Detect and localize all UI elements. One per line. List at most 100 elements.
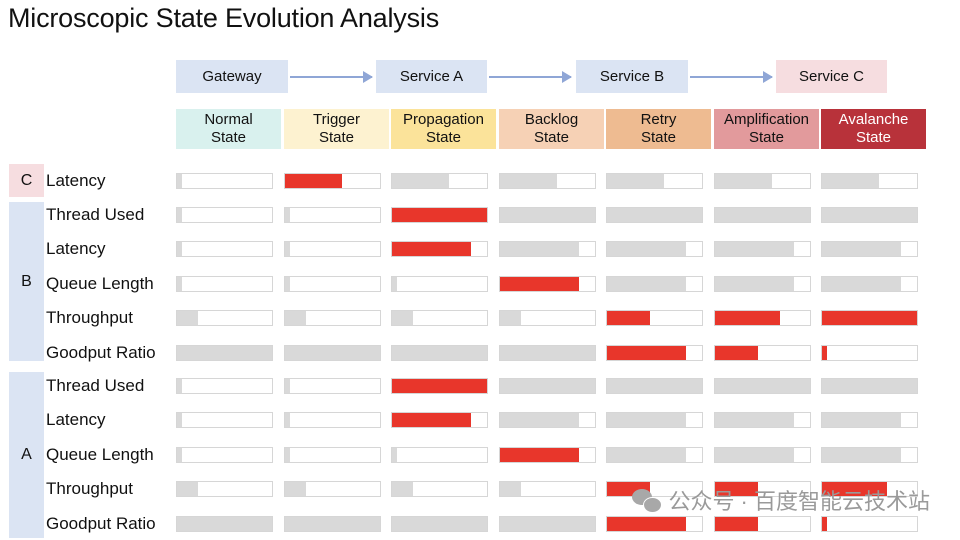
level-bar xyxy=(177,174,182,188)
group-c-label: C xyxy=(9,164,44,197)
service-c: Service C xyxy=(776,60,887,93)
level-bar xyxy=(500,346,595,360)
metric-cell xyxy=(821,207,918,223)
metric-cell xyxy=(284,276,381,292)
level-bar xyxy=(285,346,380,360)
metric-cell xyxy=(606,173,703,189)
level-bar xyxy=(177,208,182,222)
level-bar-alert xyxy=(822,311,917,325)
state-name: Normal xyxy=(204,111,253,128)
metric-cell xyxy=(176,447,273,463)
metric-cell xyxy=(284,173,381,189)
flow-arrow xyxy=(489,71,572,83)
level-bar xyxy=(177,517,272,531)
metric-cell xyxy=(606,516,703,532)
metric-cell xyxy=(499,345,596,361)
metric-cell xyxy=(176,207,273,223)
metric-cell xyxy=(606,378,703,394)
level-bar xyxy=(285,242,290,256)
metric-label: Queue Length xyxy=(46,445,154,464)
metric-cell xyxy=(714,481,811,497)
state-suffix: State xyxy=(855,129,892,146)
metric-cell xyxy=(821,481,918,497)
state-header: Avalanche State xyxy=(821,109,926,149)
level-bar xyxy=(392,517,487,531)
service-b: Service B xyxy=(576,60,688,93)
metric-cell xyxy=(606,241,703,257)
level-bar xyxy=(177,379,182,393)
metric-cell xyxy=(714,516,811,532)
level-bar xyxy=(500,482,521,496)
level-bar xyxy=(285,208,290,222)
metric-cell xyxy=(821,345,918,361)
service-gateway: Gateway xyxy=(176,60,288,93)
state-name: Backlog xyxy=(524,111,579,128)
metric-cell xyxy=(499,447,596,463)
level-bar xyxy=(177,311,198,325)
level-bar xyxy=(715,242,794,256)
level-bar xyxy=(392,174,449,188)
level-bar xyxy=(607,208,702,222)
metric-cell xyxy=(176,310,273,326)
level-bar xyxy=(822,174,879,188)
metric-cell xyxy=(821,241,918,257)
metric-cell xyxy=(714,173,811,189)
level-bar xyxy=(607,413,686,427)
level-bar-alert xyxy=(392,208,487,222)
metric-cell xyxy=(821,310,918,326)
level-bar xyxy=(285,379,290,393)
level-bar-alert xyxy=(715,517,758,531)
state-suffix: State xyxy=(318,129,355,146)
metric-cell xyxy=(714,378,811,394)
level-bar xyxy=(177,277,182,291)
state-name: Avalanche xyxy=(838,111,909,128)
metric-cell xyxy=(714,241,811,257)
metric-cell xyxy=(284,516,381,532)
state-name: Amplification xyxy=(723,111,810,128)
level-bar xyxy=(822,448,901,462)
level-bar xyxy=(500,311,521,325)
level-bar xyxy=(177,448,182,462)
level-bar-alert xyxy=(285,174,342,188)
metric-cell xyxy=(284,447,381,463)
metric-cell xyxy=(606,345,703,361)
metric-cell xyxy=(714,412,811,428)
state-header: Trigger State xyxy=(284,109,389,149)
metric-cell xyxy=(284,345,381,361)
level-bar-alert xyxy=(607,346,686,360)
metric-cell xyxy=(499,207,596,223)
metric-cell xyxy=(821,516,918,532)
metric-cell xyxy=(499,276,596,292)
state-suffix: State xyxy=(425,129,462,146)
metric-label: Latency xyxy=(46,410,106,429)
level-bar xyxy=(822,413,901,427)
level-bar-alert xyxy=(500,277,579,291)
state-suffix: State xyxy=(748,129,785,146)
metric-cell xyxy=(284,378,381,394)
metric-cell xyxy=(391,481,488,497)
metric-cell xyxy=(499,481,596,497)
metric-cell xyxy=(499,378,596,394)
metric-cell xyxy=(391,241,488,257)
metric-cell xyxy=(606,276,703,292)
state-header: Propagation State xyxy=(391,109,496,149)
metric-label: Queue Length xyxy=(46,274,154,293)
metric-cell xyxy=(821,378,918,394)
metric-cell xyxy=(391,310,488,326)
level-bar xyxy=(822,277,901,291)
metric-cell xyxy=(284,481,381,497)
level-bar xyxy=(500,517,595,531)
metric-cell xyxy=(284,412,381,428)
level-bar xyxy=(607,242,686,256)
level-bar xyxy=(715,413,794,427)
metric-cell xyxy=(499,412,596,428)
watermark-text: 公众号 · 百度智能云技术站 xyxy=(668,489,930,514)
metric-cell xyxy=(714,447,811,463)
level-bar xyxy=(715,208,810,222)
state-header: Amplification State xyxy=(714,109,819,149)
level-bar xyxy=(500,242,579,256)
metric-label: Goodput Ratio xyxy=(46,343,156,362)
metric-cell xyxy=(606,207,703,223)
metric-cell xyxy=(391,345,488,361)
metric-label: Throughput xyxy=(46,308,133,327)
